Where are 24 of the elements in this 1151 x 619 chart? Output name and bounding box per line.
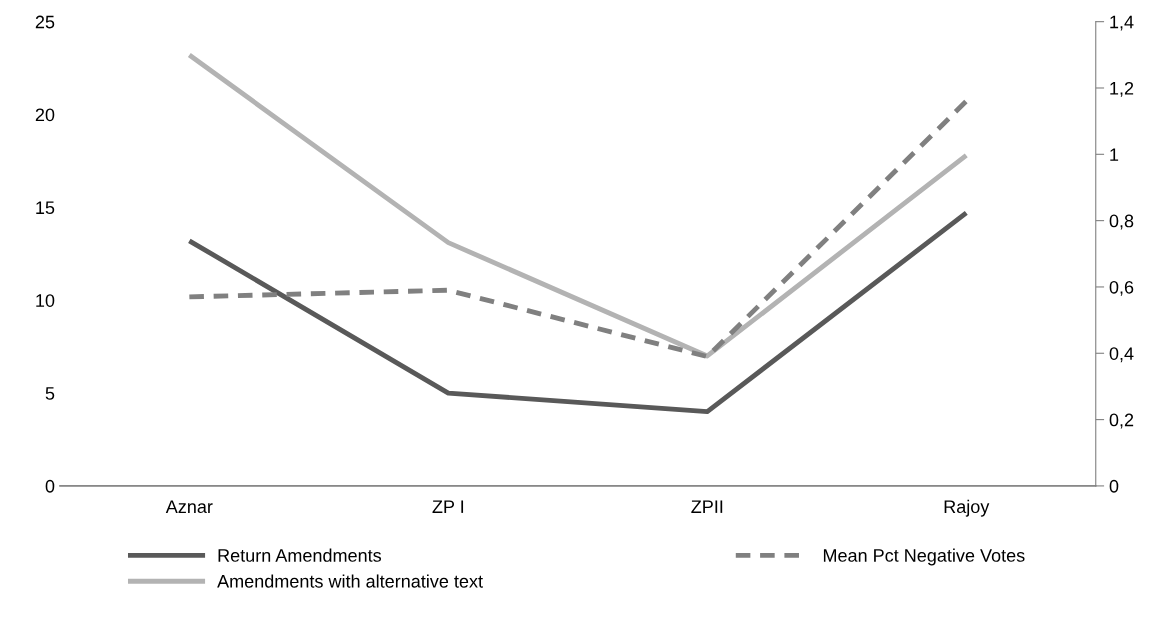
y-tick-label: 5 (45, 387, 55, 400)
y2-tick-label: 0,4 (1109, 347, 1134, 363)
x-tick-label: ZPII (691, 500, 723, 513)
x-tick-label: ZP I (432, 500, 464, 513)
y2-tick-label: 0,6 (1109, 280, 1134, 296)
y2-tick-label: 1 (1110, 148, 1119, 161)
y2-tick-label: 0,8 (1109, 214, 1134, 230)
y2-tick-label: 0 (1109, 479, 1119, 493)
y-tick-label: 10 (36, 294, 55, 307)
y-tick-label: 20 (35, 108, 55, 122)
y2-tick-label: 0,2 (1109, 413, 1134, 429)
legend-label: Amendments with alternative text (217, 574, 483, 588)
legend-label: Mean Pct Negative Votes (823, 548, 1025, 566)
legend-label: Return Amendments (218, 548, 382, 562)
line-series (186, 98, 969, 360)
x-tick-label: Aznar (165, 500, 213, 514)
line-series (186, 210, 969, 415)
x-tick-label: Rajoy (944, 499, 990, 517)
y2-tick-label: 1,4 (1110, 15, 1134, 31)
y-tick-label: 25 (35, 15, 55, 29)
y-tick-label: 15 (36, 201, 55, 215)
y-tick-label: 0 (45, 479, 55, 493)
y2-tick-label: 1,2 (1110, 81, 1134, 97)
line-series (186, 52, 969, 359)
